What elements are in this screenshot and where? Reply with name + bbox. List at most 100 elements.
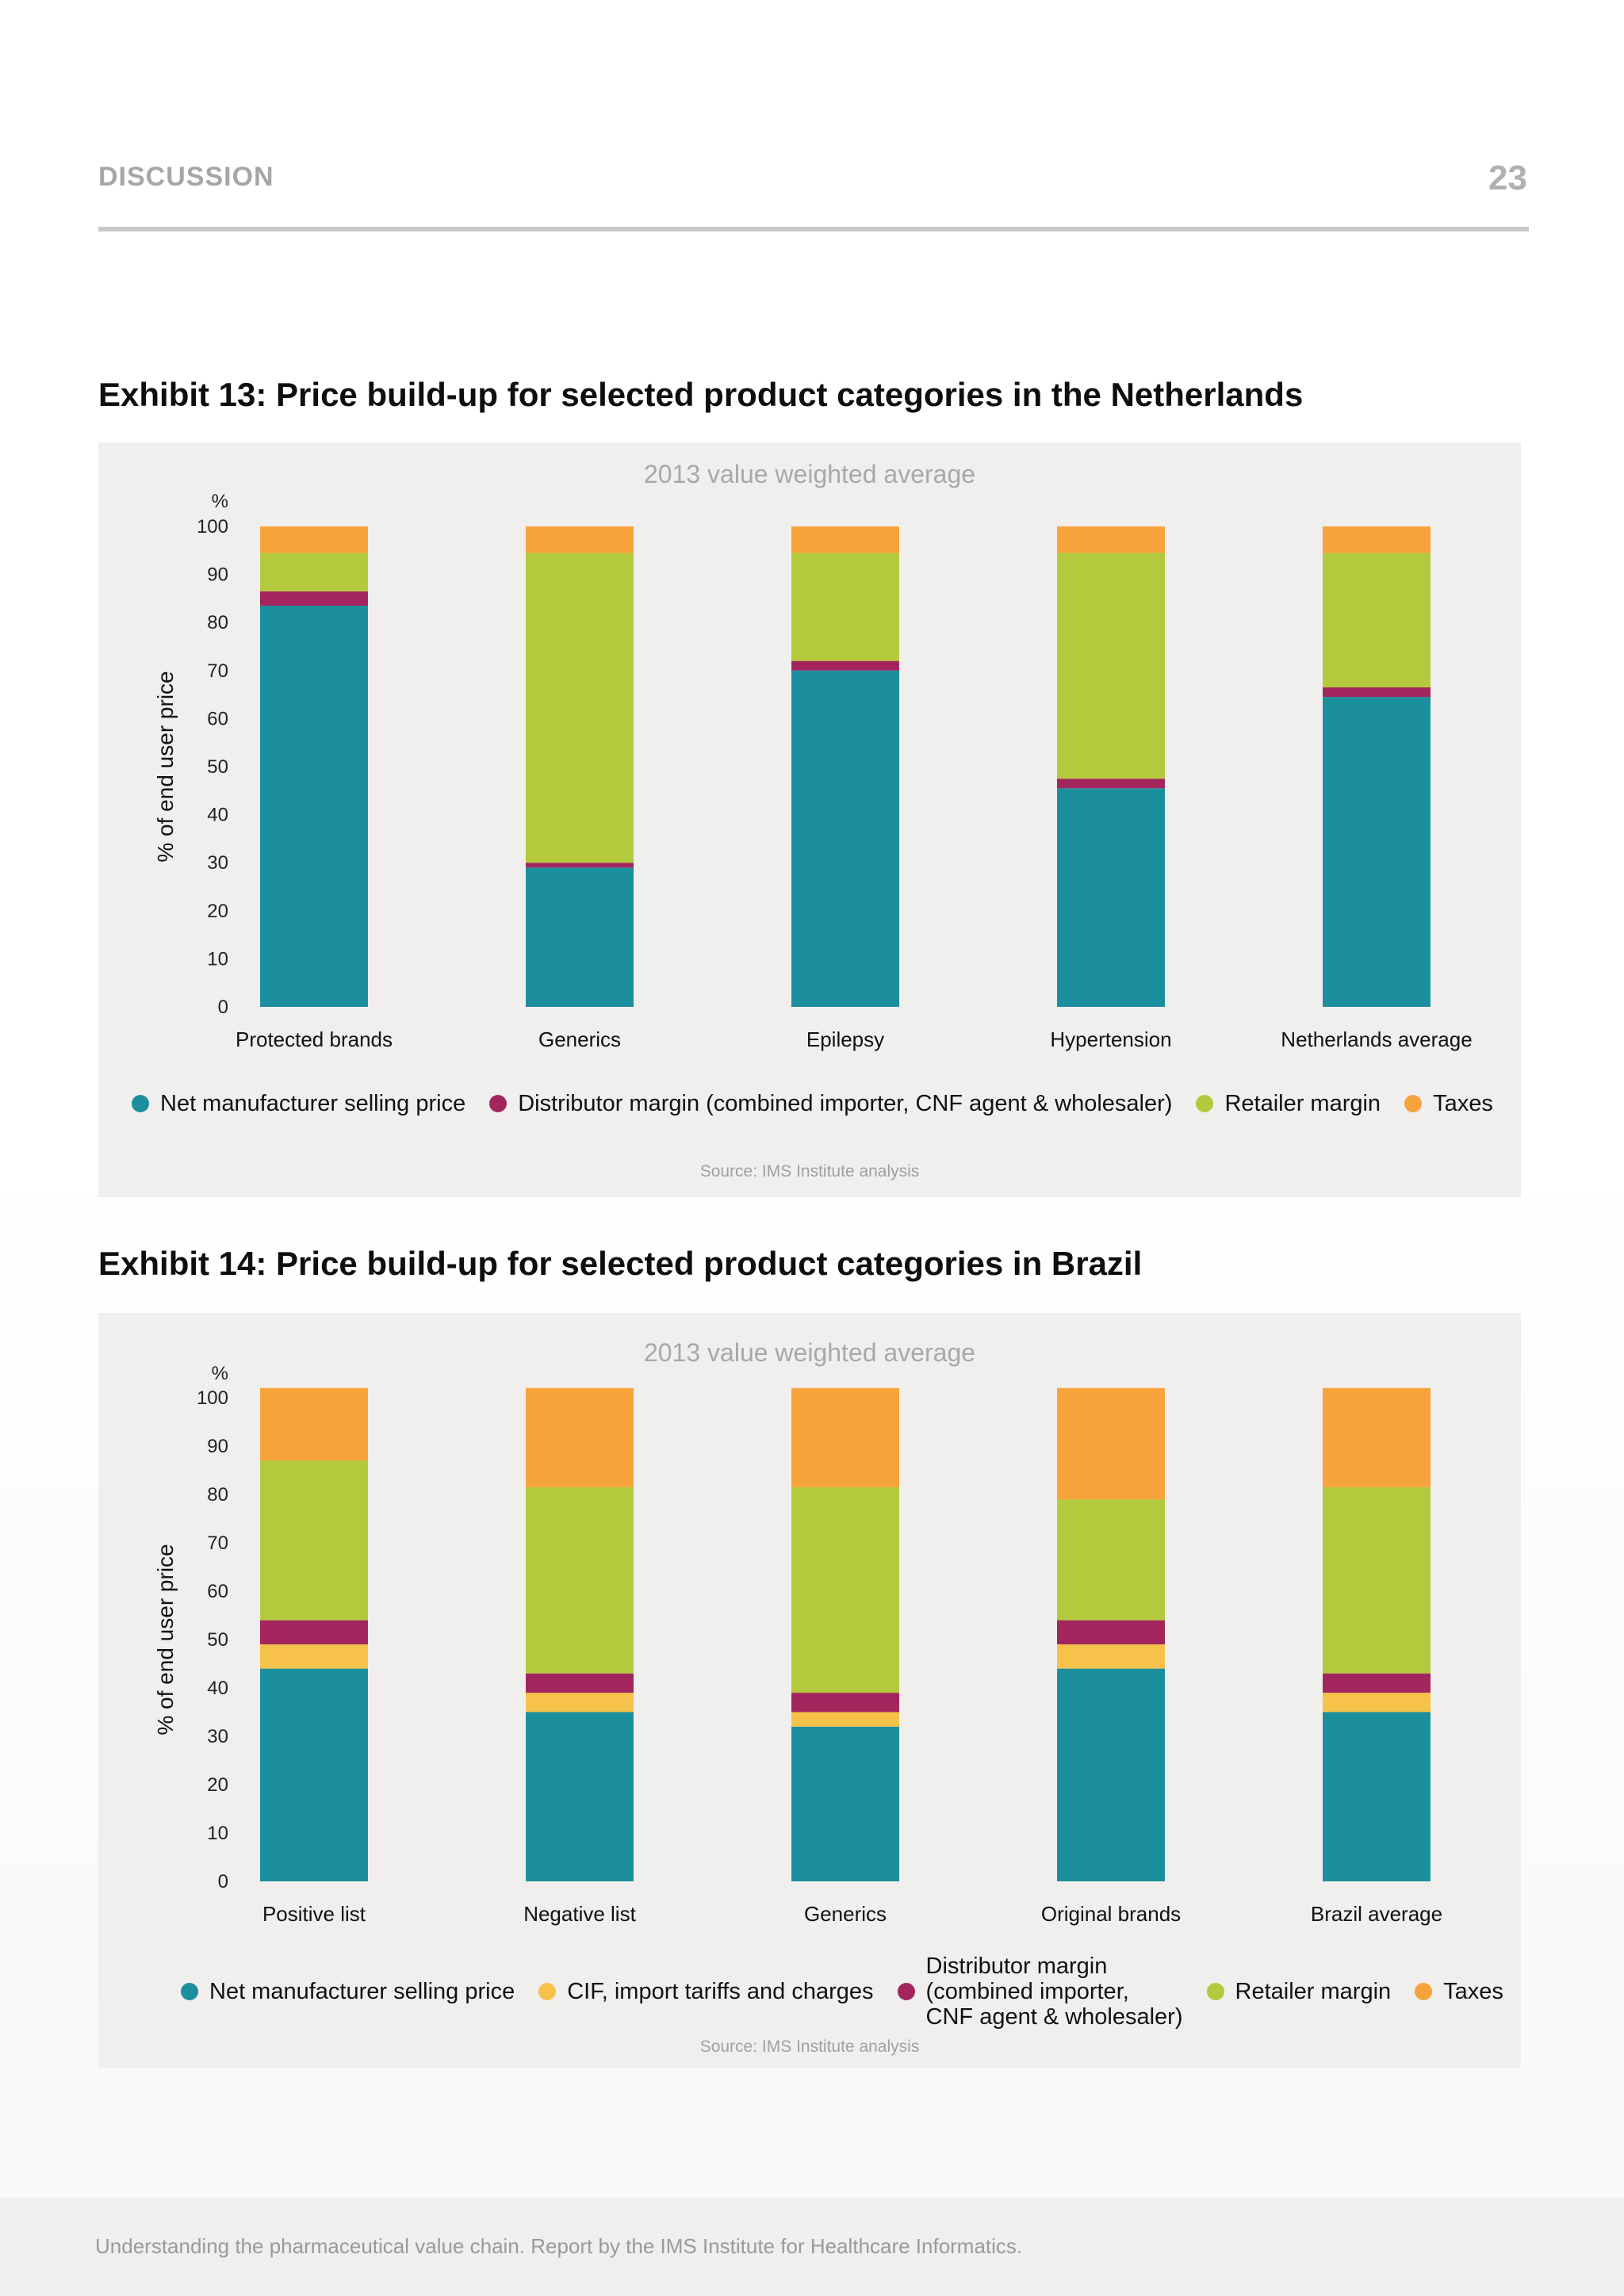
y-tick-label: 20 bbox=[207, 901, 228, 922]
x-category-label: Negative list bbox=[523, 1902, 636, 1926]
legend-swatch bbox=[1196, 1095, 1214, 1112]
x-category-label: Generics bbox=[804, 1902, 887, 1926]
bar-segment bbox=[260, 526, 368, 553]
legend-item: Taxes bbox=[1404, 1091, 1493, 1116]
exhibit-13-source: Source: IMS Institute analysis bbox=[699, 1162, 920, 1181]
exhibit-13-subtitle: 2013 value weighted average bbox=[643, 460, 976, 488]
legend-label: Taxes bbox=[1443, 1979, 1503, 2004]
y-tick-label: 30 bbox=[207, 1726, 228, 1747]
y-axis-title: % of end user price bbox=[153, 671, 178, 862]
bar-segment bbox=[526, 1712, 634, 1881]
legend-label: Net manufacturer selling price bbox=[209, 1979, 515, 2004]
legend-swatch bbox=[1206, 1983, 1224, 2000]
y-tick-label: 50 bbox=[207, 756, 228, 778]
x-category-label: Protected brands bbox=[236, 1027, 393, 1051]
y-tick-label: 60 bbox=[207, 708, 228, 729]
exhibit-14-chart: % 0 10 20 30 40 50 60 70 80 90 100 % of end user pri… bbox=[153, 1363, 1442, 1926]
legend-item: Distributor margin (combined importer, C… bbox=[489, 1091, 1172, 1116]
y-tick-label: 20 bbox=[207, 1774, 228, 1796]
bar-segment bbox=[1057, 788, 1165, 1007]
x-category-label: Netherlands average bbox=[1281, 1027, 1472, 1051]
bar-segment bbox=[260, 1387, 368, 1461]
footer-text: Understanding the pharmaceutical value c… bbox=[95, 2234, 1023, 2258]
page-number: 23 bbox=[1488, 159, 1527, 197]
exhibit-13-panel: 2013 value weighted average % 0 10 20 30 40 50… bbox=[98, 442, 1521, 1197]
legend-item: Retailer margin bbox=[1196, 1091, 1381, 1116]
bar-segment bbox=[1057, 526, 1165, 553]
x-category-label: Positive list bbox=[262, 1902, 366, 1926]
y-tick-label: 10 bbox=[207, 1823, 228, 1844]
bar-segment bbox=[260, 553, 368, 591]
bar-segment bbox=[1057, 1499, 1165, 1621]
bar-segment bbox=[526, 1487, 634, 1674]
bar-segment bbox=[526, 526, 634, 553]
x-category-label: Hypertension bbox=[1050, 1027, 1171, 1051]
y-tick-label: 70 bbox=[207, 1533, 228, 1554]
y-tick-label: 50 bbox=[207, 1629, 228, 1651]
y-tick-label: 70 bbox=[207, 660, 228, 682]
bar-segment bbox=[791, 553, 899, 661]
legend-swatch bbox=[897, 1983, 915, 2000]
bar-segment bbox=[1323, 687, 1431, 698]
bar-segment bbox=[1057, 553, 1165, 779]
legend-label: Retailer margin bbox=[1224, 1091, 1381, 1116]
legend-label: Distributor margin (combined importer, C… bbox=[518, 1091, 1173, 1116]
y-tick-label: 40 bbox=[207, 1678, 228, 1699]
bar-segment bbox=[526, 1673, 634, 1693]
legend-swatch bbox=[132, 1095, 149, 1112]
bar-segment bbox=[791, 1726, 899, 1881]
section-heading: DISCUSSION bbox=[98, 162, 274, 192]
bar-segment bbox=[260, 591, 368, 606]
x-category-label: Brazil average bbox=[1311, 1902, 1442, 1926]
legend-item: Net manufacturer selling price bbox=[181, 1979, 515, 2004]
bar-segment bbox=[1323, 1487, 1431, 1674]
legend-swatch bbox=[1415, 1983, 1433, 2000]
y-tick-label: 80 bbox=[207, 1484, 228, 1506]
bar-segment bbox=[260, 1668, 368, 1881]
y-tick-label: 90 bbox=[207, 564, 228, 586]
exhibit-13-legend: Net manufacturer selling price Distributo… bbox=[132, 1091, 1493, 1116]
bar-segment bbox=[791, 1487, 899, 1693]
bar-segment bbox=[260, 605, 368, 1007]
bar-segment bbox=[1323, 1387, 1431, 1487]
bar-segment bbox=[1057, 1668, 1165, 1881]
bar-segment bbox=[526, 1387, 634, 1487]
y-axis-title: % of end user price bbox=[153, 1544, 178, 1735]
footer-bar bbox=[0, 2198, 1624, 2296]
bar-segment bbox=[526, 553, 634, 863]
legend-swatch bbox=[1404, 1095, 1423, 1112]
bar-segment bbox=[1323, 553, 1431, 688]
exhibit-14-subtitle: 2013 value weighted average bbox=[643, 1338, 976, 1367]
legend-label: Net manufacturer selling price bbox=[160, 1091, 466, 1116]
bar-segment bbox=[260, 1460, 368, 1621]
legend-item: Taxes bbox=[1415, 1979, 1503, 2004]
bar-segment bbox=[526, 863, 634, 868]
header-divider bbox=[98, 227, 1529, 232]
bar-segment bbox=[1323, 1673, 1431, 1693]
y-tick-label: 100 bbox=[197, 1387, 228, 1409]
bar-segment bbox=[1323, 697, 1431, 1007]
x-category-label: Generics bbox=[538, 1027, 621, 1051]
bar-segment bbox=[1323, 1712, 1431, 1881]
bar-segment bbox=[260, 1620, 368, 1645]
exhibit-13-title: Exhibit 13: Price build-up for selected … bbox=[98, 376, 1304, 413]
exhibit-14-panel: 2013 value weighted average % 0 10 20 30 40 50… bbox=[98, 1313, 1521, 2068]
legend-item: Net manufacturer selling price bbox=[132, 1091, 465, 1116]
x-category-label: Epilepsy bbox=[806, 1027, 884, 1051]
exhibit-14-source: Source: IMS Institute analysis bbox=[699, 2038, 920, 2056]
exhibit-14-title: Exhibit 14: Price build-up for selected … bbox=[98, 1245, 1143, 1282]
legend-item: CIF, import tariffs and charges bbox=[538, 1979, 874, 2004]
bar-segment bbox=[791, 1387, 899, 1487]
x-category-label: Original brands bbox=[1041, 1902, 1181, 1926]
bar-segment bbox=[1323, 526, 1431, 553]
y-tick-label: 40 bbox=[207, 805, 228, 826]
legend-label: CIF, import tariffs and charges bbox=[567, 1979, 874, 2004]
bar-segment bbox=[1323, 1693, 1431, 1712]
y-tick-label: 90 bbox=[207, 1436, 228, 1457]
bar-segment bbox=[1057, 779, 1165, 789]
y-tick-label: 0 bbox=[218, 997, 228, 1018]
bar-segment bbox=[791, 660, 899, 671]
legend-label: Retailer margin bbox=[1235, 1979, 1392, 2004]
bar-segment bbox=[791, 1693, 899, 1712]
exhibit-14-legend: Net manufacturer selling price CIF, impor… bbox=[181, 1954, 1503, 2030]
